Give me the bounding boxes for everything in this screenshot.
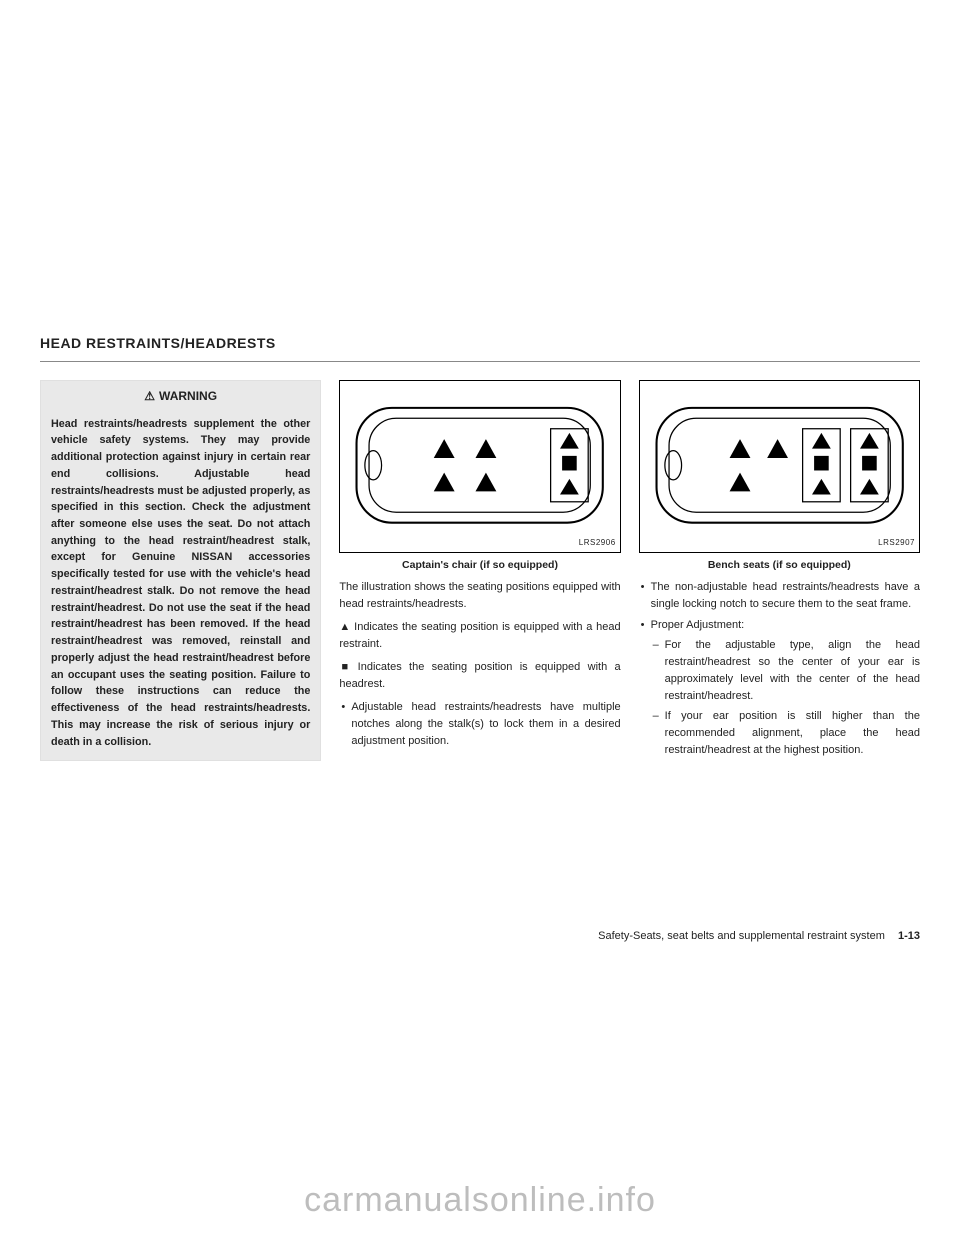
title-rule [40,361,920,362]
col2-tri-line: ▲ Indicates the seating position is equi… [339,619,620,653]
content-area: HEAD RESTRAINTS/HEADRESTS ⚠ WARNING Head … [40,335,920,763]
manual-page: HEAD RESTRAINTS/HEADRESTS ⚠ WARNING Head … [0,0,960,1242]
col3-bullet-2-lead: Proper Adjustment: [651,619,745,631]
col2-tri-text: Indicates the seating position is equipp… [339,621,620,650]
column-2: LRS2906 Captain's chair (if so equipped)… [339,380,620,763]
col3-bullet-2: Proper Adjustment: For the adjustable ty… [639,617,920,759]
vehicle-diagram-1 [344,387,615,544]
warning-icon: ⚠ [144,389,155,403]
warning-header: ⚠ WARNING [41,381,320,410]
warning-label: WARNING [159,389,217,403]
column-3: LRS2907 Bench seats (if so equipped) The… [639,380,920,763]
figure-1-label: LRS2906 [579,537,616,549]
columns: ⚠ WARNING Head restraints/headrests suppl… [40,380,920,763]
watermark: carmanualsonline.info [0,1181,960,1220]
figure-2: LRS2907 [639,380,920,553]
col2-intro: The illustration shows the seating posit… [339,579,620,613]
triangle-icon: ▲ [339,619,350,636]
figure-1: LRS2906 [339,380,620,553]
col2-bullet-1: Adjustable head restraints/headrests hav… [339,699,620,750]
col3-bullet-1: The non-adjustable head restraints/headr… [639,579,920,613]
col3-dash-1: For the adjustable type, align the head … [651,637,920,705]
col3-dash-2: If your ear position is still higher tha… [651,708,920,759]
column-1: ⚠ WARNING Head restraints/headrests suppl… [40,380,321,763]
footer-text: Safety-Seats, seat belts and supplementa… [598,930,885,942]
col3-bullets: The non-adjustable head restraints/headr… [639,579,920,759]
figure-2-caption: Bench seats (if so equipped) [639,557,920,573]
square-icon: ■ [339,659,350,676]
col2-bullets: Adjustable head restraints/headrests hav… [339,699,620,750]
figure-2-label: LRS2907 [878,537,915,549]
figure-1-caption: Captain's chair (if so equipped) [339,557,620,573]
section-title: HEAD RESTRAINTS/HEADRESTS [40,335,920,351]
vehicle-diagram-2 [644,387,915,544]
col2-sq-text: Indicates the seating position is equipp… [339,661,620,690]
warning-box: ⚠ WARNING Head restraints/headrests suppl… [40,380,321,761]
col3-dash-list: For the adjustable type, align the head … [651,637,920,759]
col2-sq-line: ■ Indicates the seating position is equi… [339,659,620,693]
footer: Safety-Seats, seat belts and supplementa… [598,930,920,942]
page-number: 1-13 [898,930,920,942]
warning-body: Head restraints/headrests supplement the… [41,410,320,761]
